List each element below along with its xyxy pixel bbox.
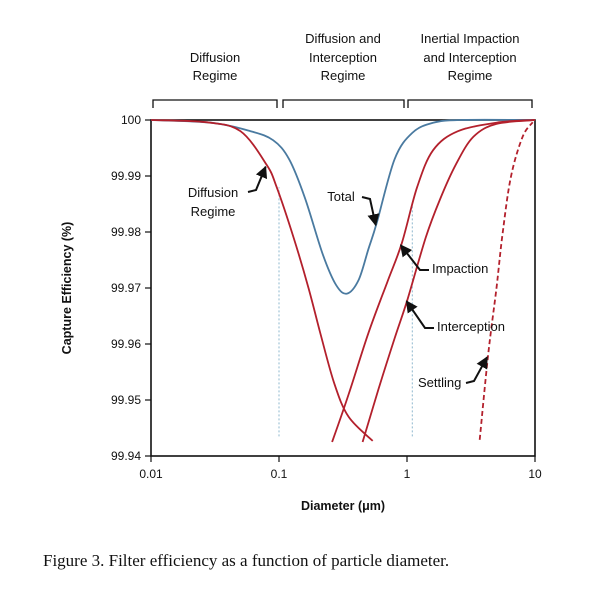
annotation-arrow (399, 244, 429, 271)
annotation-impaction: Impaction (432, 261, 488, 276)
series-settling (478, 121, 534, 440)
x-tick-label: 0.1 (271, 467, 288, 481)
x-tick-label: 1 (404, 467, 411, 481)
x-axis-label: Diameter (μm) (301, 499, 385, 513)
series-total (150, 118, 536, 295)
regime-headers: Diffusion Regime Diffusion and Intercept… (152, 31, 533, 108)
annotation-interception: Interception (437, 319, 505, 334)
regime-diff-int-line3: Regime (321, 68, 366, 83)
plot-area (150, 118, 536, 443)
y-tick-label: 99.94 (111, 449, 141, 463)
y-tick-label: 99.97 (111, 281, 141, 295)
annotation-diffusion-line2: Regime (191, 204, 236, 219)
annotation-arrow (465, 356, 488, 384)
regime-diffusion-line2: Regime (193, 68, 238, 83)
figure-caption: Figure 3. Filter efficiency as a functio… (43, 551, 449, 570)
y-tick-label: 100 (121, 113, 141, 127)
series-diffusion-regime (150, 119, 374, 442)
y-axis-label: Capture Efficiency (%) (60, 222, 74, 355)
annotation-diffusion-line1: Diffusion (188, 185, 238, 200)
y-tick-label: 99.96 (111, 337, 141, 351)
regime-inertial-line2: and Interception (423, 50, 516, 65)
annotation-settling: Settling (418, 375, 461, 390)
axes: 0.01 0.1 1 10 100 99.99 99.98 99.97 99.96 99.95 99… (111, 113, 542, 481)
y-tick-label: 99.99 (111, 169, 141, 183)
regime-diff-int-line2: Interception (309, 50, 377, 65)
y-tick-label: 99.95 (111, 393, 141, 407)
regime-inertial-line3: Regime (448, 68, 493, 83)
annotation-arrow (405, 300, 434, 329)
series-impaction (331, 119, 536, 443)
regime-diffusion-line1: Diffusion (190, 50, 240, 65)
annotations: Diffusion Regime Total Impaction Interce… (188, 165, 505, 390)
x-tick-label: 10 (528, 467, 542, 481)
regime-bracket-diffusion (152, 99, 278, 108)
series-interception (361, 119, 536, 443)
annotation-arrow (247, 165, 268, 193)
regime-diff-int-line1: Diffusion and (305, 31, 381, 46)
y-tick-label: 99.98 (111, 225, 141, 239)
annotation-total: Total (327, 189, 355, 204)
annotation-arrow (361, 196, 380, 227)
regime-inertial-line1: Inertial Impaction (421, 31, 520, 46)
regime-bracket-diff-int (282, 99, 405, 108)
regime-bracket-inertial (407, 99, 533, 108)
x-tick-label: 0.01 (139, 467, 163, 481)
